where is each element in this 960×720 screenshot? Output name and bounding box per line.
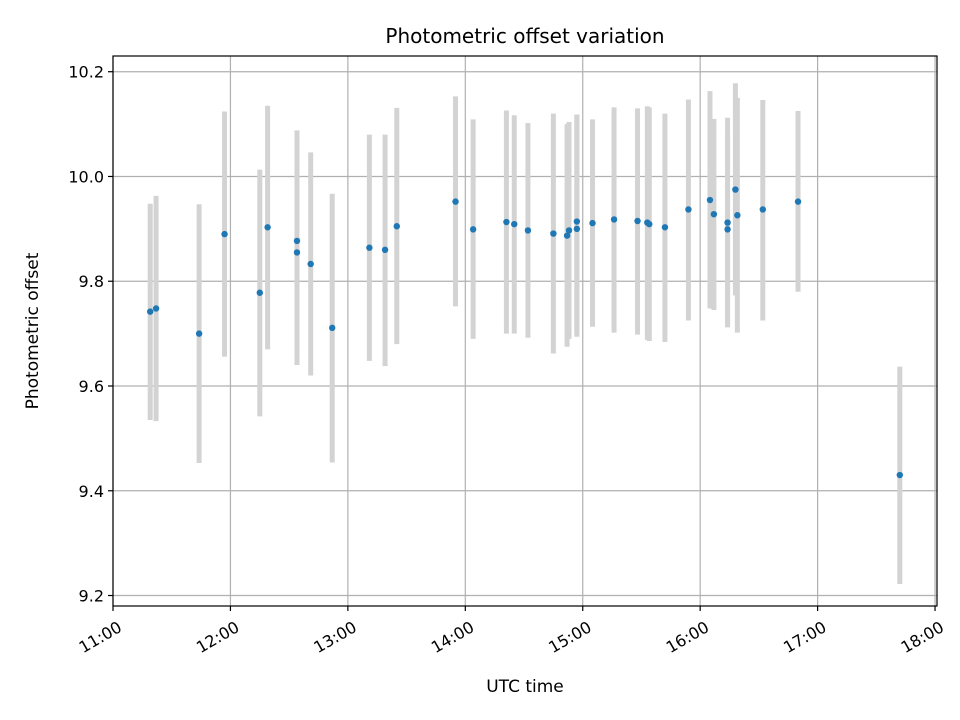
data-point bbox=[794, 198, 802, 205]
data-point bbox=[589, 219, 596, 227]
data-point bbox=[293, 237, 301, 245]
data-point bbox=[503, 218, 510, 226]
data-point bbox=[573, 225, 581, 233]
data-point bbox=[393, 223, 401, 230]
chart-title: Photometric offset variation bbox=[385, 24, 664, 48]
plot-area bbox=[113, 56, 937, 606]
data-point bbox=[759, 206, 767, 213]
data-point bbox=[452, 198, 459, 205]
data-point bbox=[661, 224, 669, 231]
data-point bbox=[685, 206, 692, 213]
data-point bbox=[634, 217, 641, 225]
data-point bbox=[524, 227, 532, 234]
x-axis-label: UTC time bbox=[486, 677, 564, 697]
data-point bbox=[610, 216, 618, 223]
data-point bbox=[293, 249, 301, 256]
data-point bbox=[366, 244, 373, 251]
data-point bbox=[264, 224, 271, 231]
y-tick-label: 9.6 bbox=[79, 377, 104, 396]
data-point bbox=[646, 220, 653, 228]
data-point bbox=[469, 226, 477, 233]
data-point bbox=[329, 324, 336, 332]
plot-frame bbox=[112, 55, 938, 607]
data-point bbox=[732, 186, 739, 193]
y-tick-label: 9.4 bbox=[79, 482, 104, 501]
data-point bbox=[195, 330, 203, 337]
data-point bbox=[573, 218, 581, 225]
y-tick-label: 10.2 bbox=[68, 63, 104, 82]
y-axis-ticks: 9.2 9.4 9.6 9.8 10.0 10.2 bbox=[68, 63, 113, 606]
y-tick-label: 9.8 bbox=[79, 272, 104, 291]
data-point bbox=[256, 289, 263, 296]
y-tick-label: 10.0 bbox=[68, 167, 104, 186]
data-point bbox=[896, 471, 904, 479]
data-point bbox=[307, 260, 314, 268]
data-point bbox=[706, 196, 714, 204]
data-point bbox=[565, 227, 573, 234]
y-axis-label: Photometric offset bbox=[23, 252, 43, 409]
data-point bbox=[563, 232, 571, 239]
grid bbox=[112, 56, 937, 606]
data-point bbox=[381, 246, 389, 254]
data-point bbox=[724, 219, 731, 226]
data-points bbox=[146, 186, 904, 479]
data-point bbox=[146, 308, 154, 315]
data-point bbox=[152, 305, 160, 312]
data-point bbox=[550, 230, 557, 237]
data-point bbox=[511, 220, 518, 228]
data-point bbox=[221, 230, 228, 238]
data-point bbox=[724, 226, 731, 233]
data-point bbox=[734, 212, 741, 219]
y-tick-label: 9.2 bbox=[79, 587, 104, 606]
data-point bbox=[710, 210, 718, 218]
